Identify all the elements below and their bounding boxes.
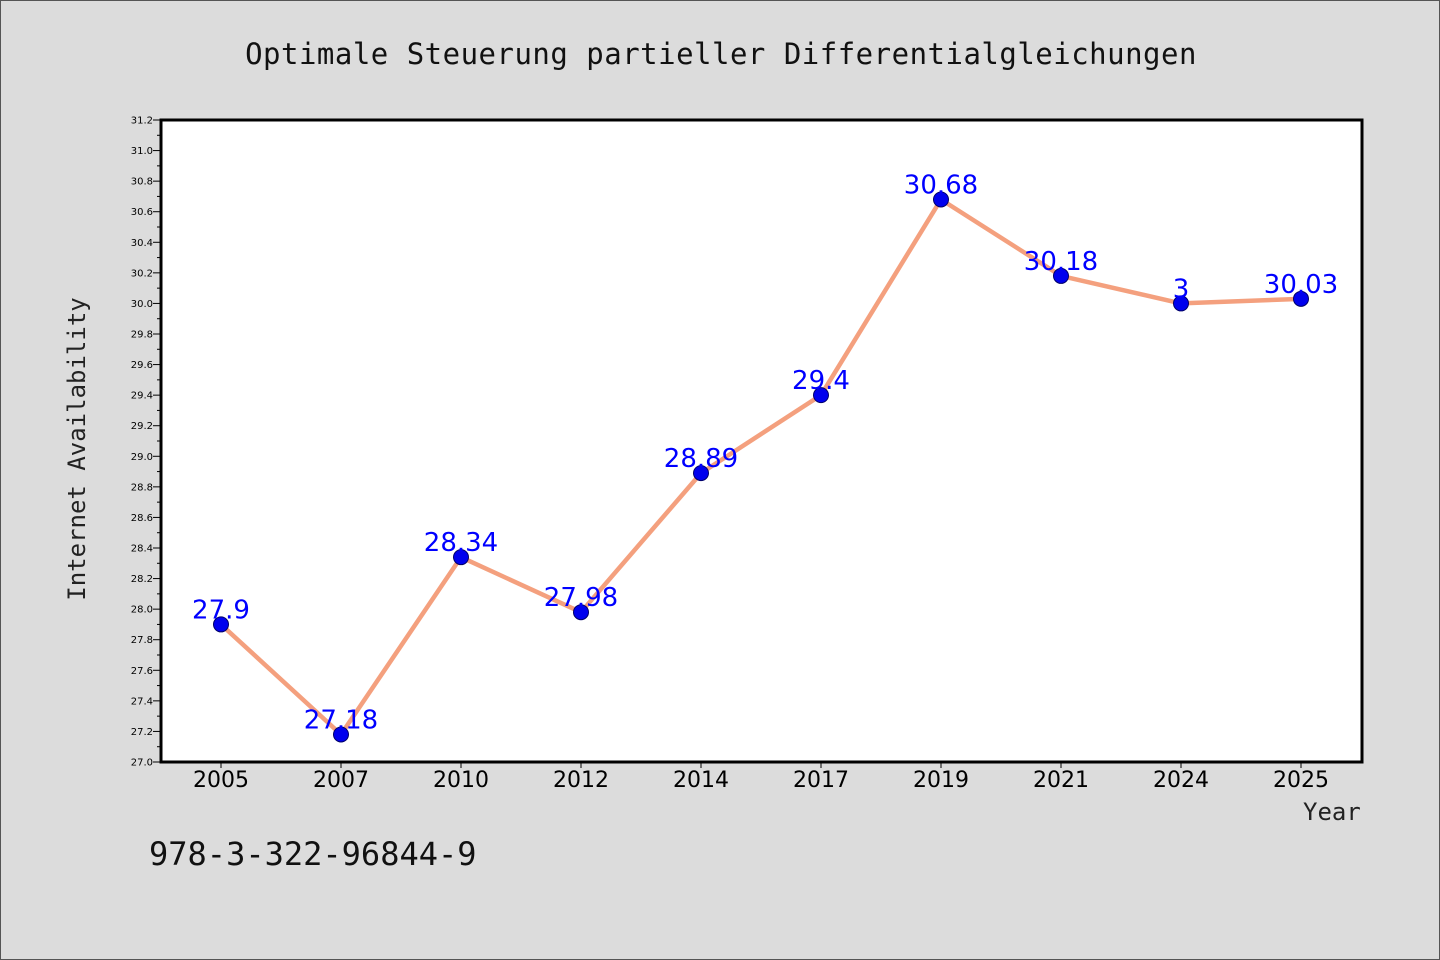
chart-title: Optimale Steuerung partieller Differenti… <box>245 37 1197 71</box>
data-label: 30.68 <box>904 170 978 200</box>
y-tick-label: 27.4 <box>131 696 153 707</box>
y-tick-label: 30.4 <box>131 238 153 249</box>
x-tick-label: 2021 <box>1033 768 1089 793</box>
y-tick-label: 31.2 <box>131 116 153 127</box>
data-point <box>933 191 949 208</box>
y-tick-label: 28.8 <box>131 482 153 493</box>
data-point <box>333 726 349 743</box>
y-tick-label: 28.2 <box>131 574 153 585</box>
plot-area <box>159 118 1364 764</box>
data-label: 30.18 <box>1024 247 1098 277</box>
y-tick-label: 28.0 <box>131 605 153 616</box>
y-tick-label: 31.0 <box>131 146 153 157</box>
y-tick-label: 27.2 <box>131 727 153 738</box>
data-point <box>573 604 589 621</box>
data-point <box>813 387 829 404</box>
y-tick-label: 28.4 <box>131 544 153 555</box>
y-tick-label: 30.6 <box>131 207 153 218</box>
data-point <box>1053 267 1069 284</box>
series-line <box>218 197 1304 737</box>
x-tick-label: 2024 <box>1153 768 1209 793</box>
data-point <box>1293 290 1309 307</box>
x-tick-label: 2007 <box>313 768 369 793</box>
data-label: 27.9 <box>192 595 250 625</box>
data-label: 27.18 <box>304 705 378 735</box>
x-tick-label: 2017 <box>793 768 849 793</box>
y-tick-label: 27.8 <box>131 635 153 646</box>
data-label: 30.03 <box>1264 270 1338 300</box>
data-point <box>1173 295 1189 312</box>
y-tick-label: 30.8 <box>131 177 153 188</box>
x-tick-label: 2005 <box>193 768 249 793</box>
data-label: 28.89 <box>664 444 738 474</box>
y-tick-label: 30.0 <box>131 299 153 310</box>
data-point <box>453 549 469 566</box>
y-tick-label: 29.0 <box>131 452 153 463</box>
x-tick-label: 2019 <box>913 768 969 793</box>
x-tick-label: 2014 <box>673 768 729 793</box>
y-tick-label: 28.6 <box>131 513 153 524</box>
y-tick-label: 29.4 <box>131 391 153 402</box>
data-label: 3 <box>1173 274 1190 304</box>
isbn-text: 978-3-322-96844-9 <box>149 835 477 873</box>
y-tick-label: 29.6 <box>131 360 153 371</box>
y-tick-label: 29.8 <box>131 330 153 341</box>
x-tick-label: 2012 <box>553 768 609 793</box>
y-tick-label: 30.2 <box>131 268 153 279</box>
x-axis-label: Year <box>1303 798 1361 826</box>
data-label: 27.98 <box>544 583 618 613</box>
x-tick-label: 2010 <box>433 768 489 793</box>
y-tick-label: 29.2 <box>131 421 153 432</box>
x-tick-label: 2025 <box>1273 768 1329 793</box>
data-point <box>693 465 709 482</box>
data-point <box>213 616 229 633</box>
data-label: 29.4 <box>792 366 850 396</box>
y-tick-label: 27.0 <box>131 758 153 769</box>
y-tick-label: 27.6 <box>131 666 153 677</box>
data-label: 28.34 <box>424 528 498 558</box>
